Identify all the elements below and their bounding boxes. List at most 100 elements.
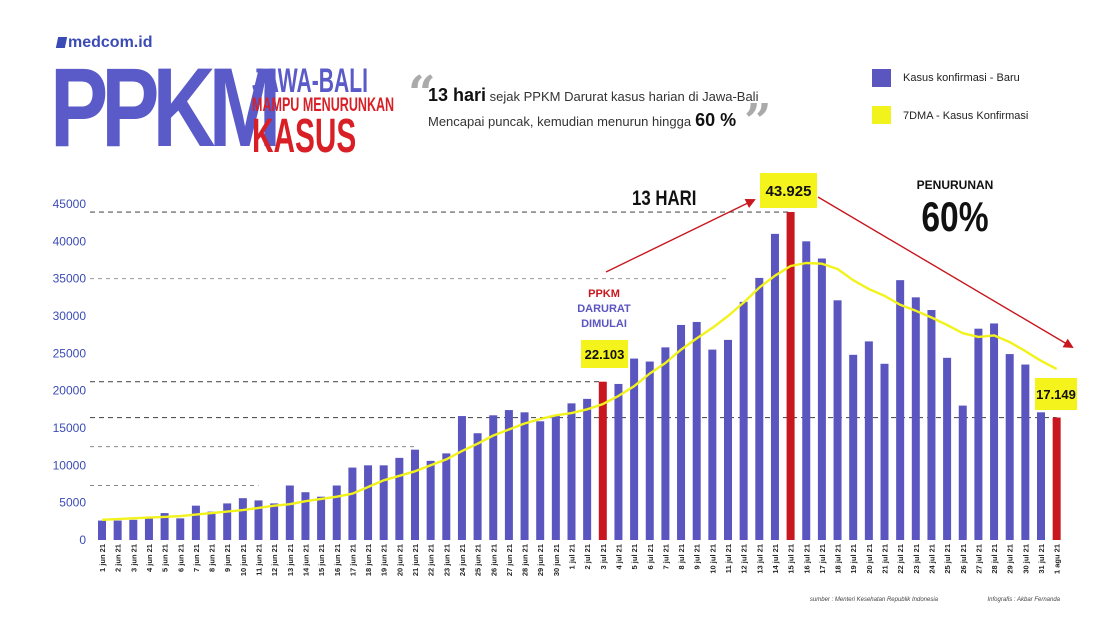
bar [990,323,999,540]
bar [551,415,560,540]
decline-word: PENURUNAN [917,178,994,192]
thirteen-days-label: 13 HARI [632,187,696,210]
ppkm-start-line-2: DARURAT [577,303,631,315]
x-tick-label: 12 jun 21 [270,544,279,576]
x-tick-label: 20 jul 21 [865,544,874,574]
x-tick-label: 19 jul 21 [849,544,858,574]
subtitle-kasus: KASUS [252,110,357,163]
bar [1005,354,1014,540]
bar [129,519,138,540]
bar [332,485,341,540]
bar [473,433,482,540]
bar [160,513,169,540]
page-title: PPKM [50,45,281,170]
x-tick-label: 18 jul 21 [834,544,843,574]
y-tick-label: 30000 [53,309,87,323]
end-value-box [1035,378,1077,410]
x-tick-label: 14 jul 21 [771,544,780,574]
bar [677,324,686,540]
x-tick-label: 1 jun 21 [98,544,107,572]
bar [489,415,498,540]
quote-percent: 60 % [695,110,737,130]
bar [395,457,404,540]
bar [254,500,263,540]
bar [113,520,122,540]
subtitle-region: JAWA-BALI [252,62,368,100]
x-tick-label: 6 jun 21 [176,544,185,572]
highlight-bar [786,212,795,540]
x-tick-label: 10 jun 21 [239,544,248,576]
bar [833,300,842,540]
x-tick-label: 14 jun 21 [301,544,310,576]
y-tick-label: 10000 [53,458,87,472]
bar [896,280,905,540]
y-tick-label: 25000 [53,346,87,360]
bar [817,258,826,540]
y-tick-label: 35000 [53,272,87,286]
x-tick-label: 20 jun 21 [395,544,404,576]
legend-bar-label: Kasus konfirmasi - Baru [903,72,1020,84]
x-tick-label: 4 jul 21 [614,544,623,569]
decline-percent: 60% [921,195,988,241]
bar [692,321,701,540]
peak-value-box [760,173,817,208]
x-tick-label: 9 jun 21 [223,544,232,572]
close-quote-icon: ” [744,94,772,150]
bar [223,503,232,540]
legend-line-swatch [872,106,891,124]
bar [943,357,952,540]
bar [348,467,357,540]
bar [802,241,811,541]
x-tick-label: 1 agu 21 [1053,544,1062,574]
x-tick-label: 21 jul 21 [881,544,890,574]
bar [270,503,279,540]
quote-lead: 13 hari [428,85,487,105]
x-tick-label: 22 jul 21 [896,544,905,574]
ppkm-start-line-1: PPKM [588,288,620,300]
bar [911,297,920,540]
y-tick-label: 45000 [53,197,87,211]
bar [144,516,153,540]
x-tick-label: 26 jul 21 [959,544,968,574]
bar [974,328,983,540]
bar [770,233,779,540]
x-tick-label: 7 jul 21 [661,544,670,569]
x-tick-label: 2 jul 21 [583,544,592,569]
logo-text: medcom.id [68,34,153,51]
bar [927,310,936,540]
x-tick-label: 3 jun 21 [129,544,138,572]
y-tick-label: 40000 [53,234,87,248]
ppkm-value-label: 22.103 [585,347,625,362]
legend-bar-swatch [872,69,891,87]
bar [301,492,310,540]
x-tick-label: 9 jul 21 [693,544,702,569]
x-tick-label: 22 jun 21 [427,544,436,576]
x-tick-label: 2 jun 21 [114,544,123,572]
x-tick-label: 28 jun 21 [521,544,530,576]
x-tick-label: 16 jun 21 [333,544,342,576]
bar [520,412,529,540]
bar [207,511,216,540]
x-tick-label: 27 jul 21 [974,544,983,574]
bar [661,347,670,540]
x-tick-label: 25 jul 21 [943,544,952,574]
x-tick-label: 25 jun 21 [474,544,483,576]
bar [708,349,717,540]
bar [567,403,576,540]
ppkm-start-line-3: DIMULAI [581,318,627,330]
bar [739,301,748,540]
subtitle-claim: MAMPU MENURUNKAN [252,95,395,116]
x-tick-label: 5 jun 21 [161,544,170,572]
x-tick-label: 24 jul 21 [927,544,936,574]
legend-line-label: 7DMA - Kasus Konfirmasi [903,110,1029,122]
quote-rest: sejak PPKM Darurat kasus harian di Jawa-… [489,89,759,104]
x-tick-label: 24 jun 21 [458,544,467,576]
source-note: sumber : Menteri Kesehatan Republik Indo… [810,597,939,603]
rise-arrow [605,199,756,273]
x-tick-label: 11 jun 21 [255,544,264,576]
x-tick-label: 10 jul 21 [708,544,717,574]
quote-line-2: Mencapai puncak, kemudian menurun hingga… [428,110,736,131]
x-tick-label: 21 jun 21 [411,544,420,576]
y-tick-label: 5000 [59,496,86,510]
